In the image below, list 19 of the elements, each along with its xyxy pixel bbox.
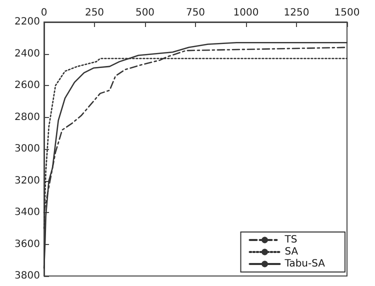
x-tick-label: 1250 (284, 8, 310, 18)
x-tick-label: 1500 (334, 8, 360, 18)
x-tick-label: 250 (84, 8, 104, 18)
y-tick-label: 3000 (14, 144, 40, 154)
y-tick-label: 3600 (14, 238, 40, 250)
y-tick-label: 3800 (14, 270, 40, 282)
legend-label: SA (284, 246, 298, 258)
x-tick-label: 1000 (233, 8, 259, 18)
y-tick-label: 3200 (14, 175, 40, 186)
x-tick-label: 0 (40, 8, 48, 18)
y-tick-label: 2200 (14, 16, 40, 28)
y-tick-label: 2800 (14, 112, 40, 123)
legend-label: TS (284, 234, 298, 246)
y-tick-label: 2600 (14, 80, 40, 91)
x-tick-label: 500 (135, 8, 155, 18)
x-tick-label: 750 (186, 8, 206, 18)
y-tick-label: 2400 (14, 48, 40, 60)
y-tick-label: 3400 (14, 207, 40, 218)
legend-label: Tabu-SA (284, 258, 326, 270)
